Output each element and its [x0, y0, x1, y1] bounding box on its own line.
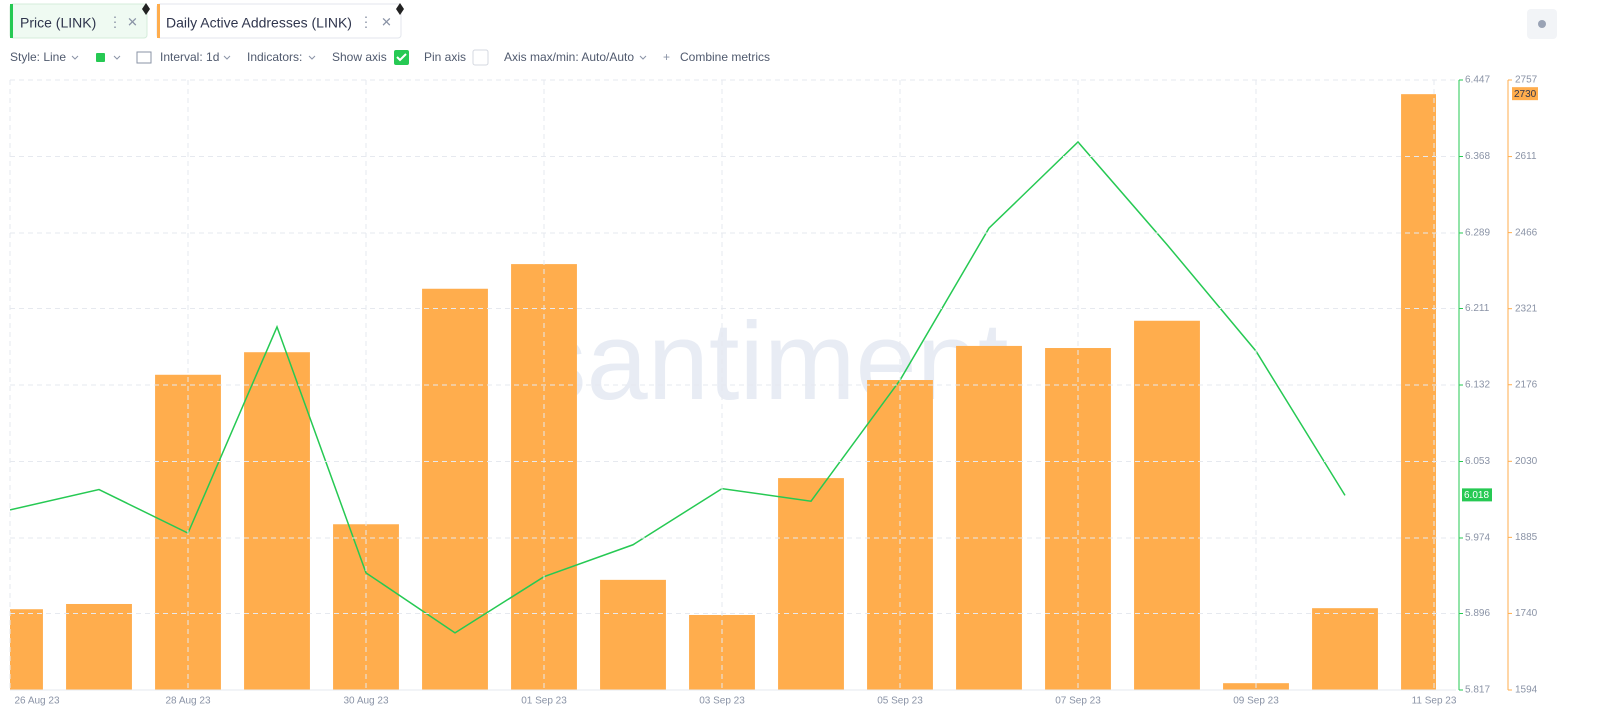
- y-tick-label: 5.974: [1465, 533, 1490, 544]
- metric-tabs: Price (LINK) ⋮ ✕ Daily Active Addresses …: [9, 3, 1557, 39]
- style-select[interactable]: Style: Line: [10, 50, 66, 64]
- check: [396, 53, 407, 62]
- y-tick-label: 5.817: [1465, 685, 1490, 696]
- dot: [1538, 20, 1546, 28]
- y-tick-label: 6.368: [1465, 151, 1490, 162]
- color-select[interactable]: [96, 53, 105, 62]
- y2-tick-label: 2030: [1515, 456, 1538, 467]
- show-axis-label: Show axis: [332, 50, 387, 64]
- bar: [422, 288, 488, 690]
- y-tick-label: 6.132: [1465, 380, 1490, 391]
- last-value-label: 2730: [1514, 89, 1537, 100]
- pin-axis-checkbox[interactable]: [472, 49, 489, 66]
- plus-icon: +: [663, 50, 670, 64]
- tab-color: [157, 4, 160, 38]
- interval-icon: [136, 51, 152, 64]
- chevron: [308, 55, 316, 60]
- x-tick-label: 01 Sep 23: [521, 696, 567, 707]
- bar: [1401, 94, 1436, 690]
- y2-tick-label: 1740: [1515, 608, 1538, 619]
- indicators-select[interactable]: Indicators:: [247, 50, 302, 64]
- x-tick-label: 05 Sep 23: [877, 696, 923, 707]
- y2-tick-label: 2611: [1515, 151, 1537, 162]
- plot: 5.817 5.896 5.974 6.053 6.132 6.211 6.289 6.368…: [9, 75, 1538, 707]
- close-icon[interactable]: ✕: [127, 14, 138, 29]
- tab-color: [10, 4, 13, 38]
- y2-tick-label: 2176: [1515, 379, 1538, 390]
- combine-button[interactable]: Combine metrics: [680, 50, 770, 64]
- x-tick-label: 03 Sep 23: [699, 696, 745, 707]
- y-tick-label: 6.289: [1465, 228, 1490, 239]
- pin-axis-label: Pin axis: [424, 50, 466, 64]
- x-tick-label: 07 Sep 23: [1055, 696, 1101, 707]
- bar: [778, 478, 844, 690]
- bar: [1134, 320, 1200, 690]
- close-icon[interactable]: ✕: [381, 14, 392, 29]
- bar: [600, 579, 666, 690]
- y-tick-label: 5.896: [1465, 608, 1490, 619]
- y2-tick-label: 2321: [1515, 303, 1538, 314]
- legend-entry: Daily Active Addresses (LINK): [166, 15, 352, 31]
- x-tick-label: 30 Aug 23: [343, 696, 388, 707]
- y2-tick-label: 1594: [1515, 685, 1538, 696]
- bar: [244, 352, 310, 690]
- last-value-label: 6.018: [1464, 490, 1489, 501]
- menu-icon[interactable]: ⋮: [108, 14, 122, 30]
- y2-tick-label: 2466: [1515, 227, 1538, 238]
- chevron: [639, 55, 647, 60]
- chevron: [223, 55, 231, 60]
- menu-icon[interactable]: ⋮: [359, 14, 373, 30]
- chevron: [113, 55, 121, 60]
- y2-tick-label: 2757: [1515, 75, 1538, 86]
- interval-select[interactable]: Interval: 1d: [160, 50, 219, 64]
- legend-entry: Price (LINK): [20, 15, 96, 31]
- x-tick-label: 26 Aug 23: [14, 696, 59, 707]
- x-tick-label: 09 Sep 23: [1233, 696, 1279, 707]
- x-tick-label: 28 Aug 23: [165, 696, 210, 707]
- bar: [10, 609, 43, 690]
- bar: [956, 345, 1022, 690]
- line: [10, 140, 1346, 634]
- last-value-badge: [1512, 87, 1538, 101]
- last-value-badge: [1462, 488, 1492, 502]
- y-tick-label: 6.211: [1465, 303, 1490, 314]
- toolbar: Style: Line Interval: 1d Indicators: Sho…: [10, 49, 770, 66]
- axis-range-select[interactable]: Axis max/min: Auto/Auto: [504, 50, 634, 64]
- y2-tick-label: 1885: [1515, 532, 1538, 543]
- chevron: [71, 55, 79, 60]
- bar: [1312, 608, 1378, 690]
- x-tick-label: 11 Sep 23: [1412, 696, 1457, 707]
- y-tick-label: 6.447: [1465, 75, 1490, 86]
- bar: [66, 603, 132, 690]
- y-tick-label: 6.053: [1465, 456, 1490, 467]
